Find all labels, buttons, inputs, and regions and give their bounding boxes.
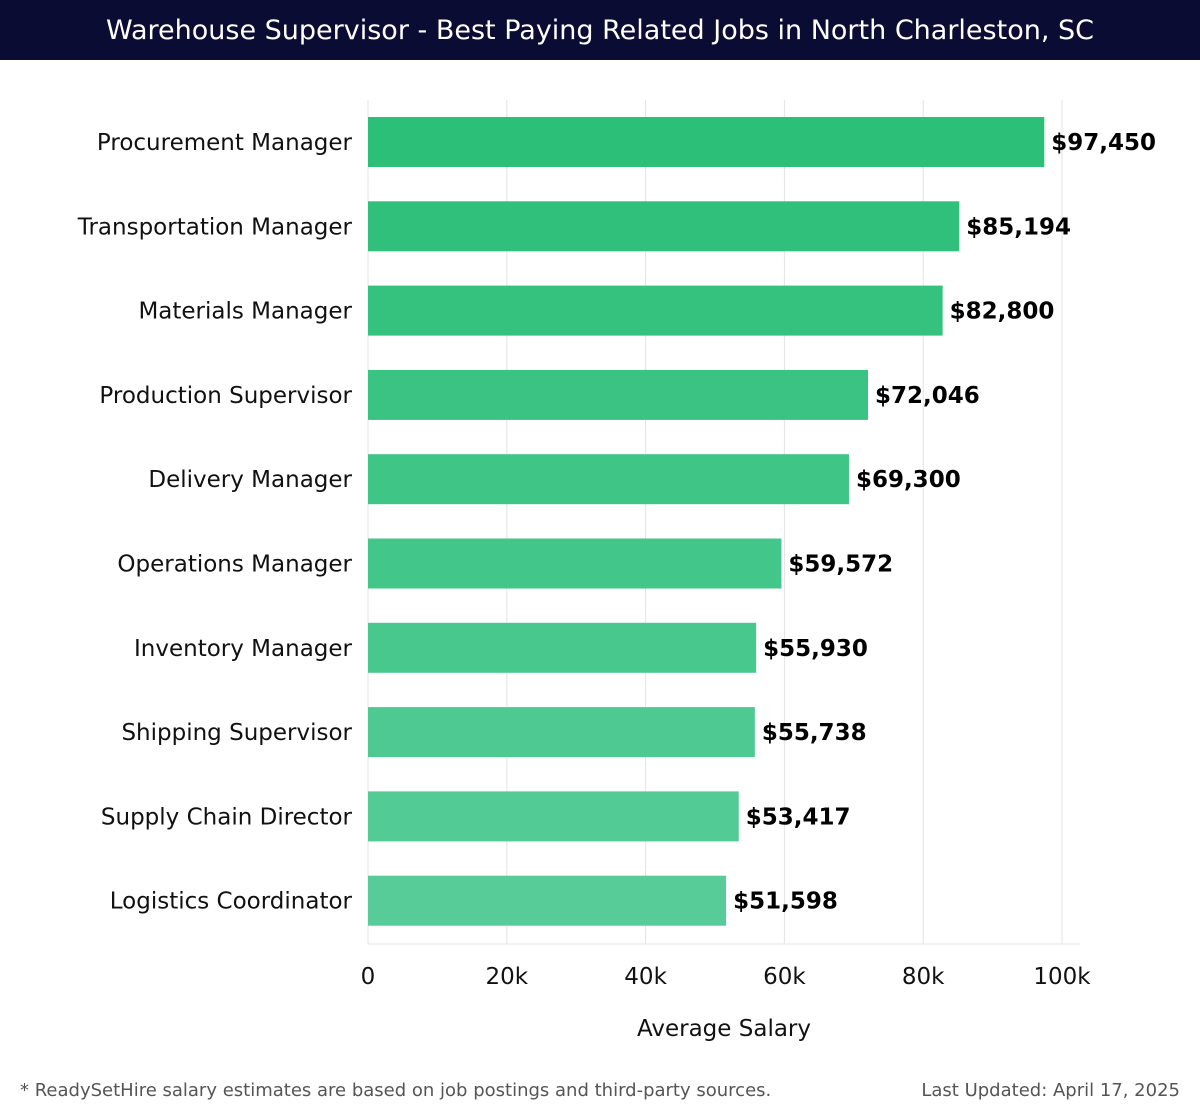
value-labels: $97,450 $85,194 $82,800 $72,046 $69,300 $59,5… xyxy=(733,130,1156,915)
category-label: Materials Manager xyxy=(138,299,352,325)
category-label: Delivery Manager xyxy=(148,467,352,493)
value-label: $55,930 xyxy=(763,636,868,662)
bar xyxy=(368,201,960,252)
bar xyxy=(368,117,1045,167)
salary-bar-chart: Procurement Manager Transportation Manage… xyxy=(77,100,1156,1042)
category-label: Supply Chain Director xyxy=(101,804,353,830)
value-label: $82,800 xyxy=(950,299,1055,325)
category-labels: Procurement Manager Transportation Manage… xyxy=(77,130,353,915)
category-label: Inventory Manager xyxy=(134,636,353,662)
category-label: Operations Manager xyxy=(117,552,352,578)
bar xyxy=(368,538,782,589)
value-label: $69,300 xyxy=(856,467,961,493)
category-label: Transportation Manager xyxy=(77,214,353,240)
bar xyxy=(368,791,739,842)
x-tick-label: 40k xyxy=(624,964,667,990)
bar xyxy=(368,622,757,673)
value-label: $59,572 xyxy=(788,552,893,578)
value-label: $97,450 xyxy=(1051,130,1156,156)
x-tick-label: 100k xyxy=(1033,964,1091,990)
category-label: Procurement Manager xyxy=(97,130,353,156)
value-label: $55,738 xyxy=(762,720,867,746)
chart-title: Warehouse Supervisor - Best Paying Relat… xyxy=(106,14,1094,46)
bar xyxy=(368,369,868,420)
title-bar: Warehouse Supervisor - Best Paying Relat… xyxy=(0,0,1200,60)
x-tick-label: 0 xyxy=(361,964,376,990)
bars xyxy=(368,117,1045,926)
footer-note: * ReadySetHire salary estimates are base… xyxy=(20,1080,772,1101)
category-label: Production Supervisor xyxy=(99,383,352,409)
bar xyxy=(368,285,943,336)
value-label: $85,194 xyxy=(966,214,1071,240)
last-updated: Last Updated: April 17, 2025 xyxy=(921,1080,1180,1101)
value-label: $53,417 xyxy=(746,804,851,830)
category-label: Logistics Coordinator xyxy=(110,889,353,915)
category-label: Shipping Supervisor xyxy=(121,720,352,746)
bar xyxy=(368,875,727,926)
value-label: $72,046 xyxy=(875,383,980,409)
x-tick-label: 60k xyxy=(763,964,806,990)
x-tick-label: 20k xyxy=(486,964,529,990)
bar xyxy=(368,454,849,505)
x-tick-labels: 0 20k 40k 60k 80k 100k xyxy=(361,964,1092,990)
value-label: $51,598 xyxy=(733,889,838,915)
x-tick-label: 80k xyxy=(902,964,945,990)
x-axis-title: Average Salary xyxy=(637,1016,811,1042)
bar xyxy=(368,707,755,758)
